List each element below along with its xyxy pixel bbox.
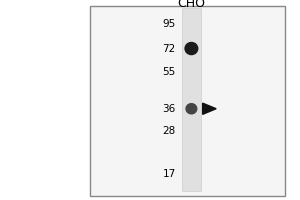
Ellipse shape (185, 42, 198, 55)
Text: 72: 72 (162, 44, 176, 54)
Bar (182, 8, 201, 191)
Text: 95: 95 (162, 19, 176, 29)
Ellipse shape (186, 104, 197, 114)
Text: CHO: CHO (177, 0, 206, 10)
Bar (90, 6, 285, 196)
Text: 55: 55 (162, 67, 176, 77)
Text: 17: 17 (162, 169, 176, 179)
Text: 28: 28 (162, 126, 176, 136)
Polygon shape (203, 103, 216, 114)
Text: 36: 36 (162, 104, 176, 114)
